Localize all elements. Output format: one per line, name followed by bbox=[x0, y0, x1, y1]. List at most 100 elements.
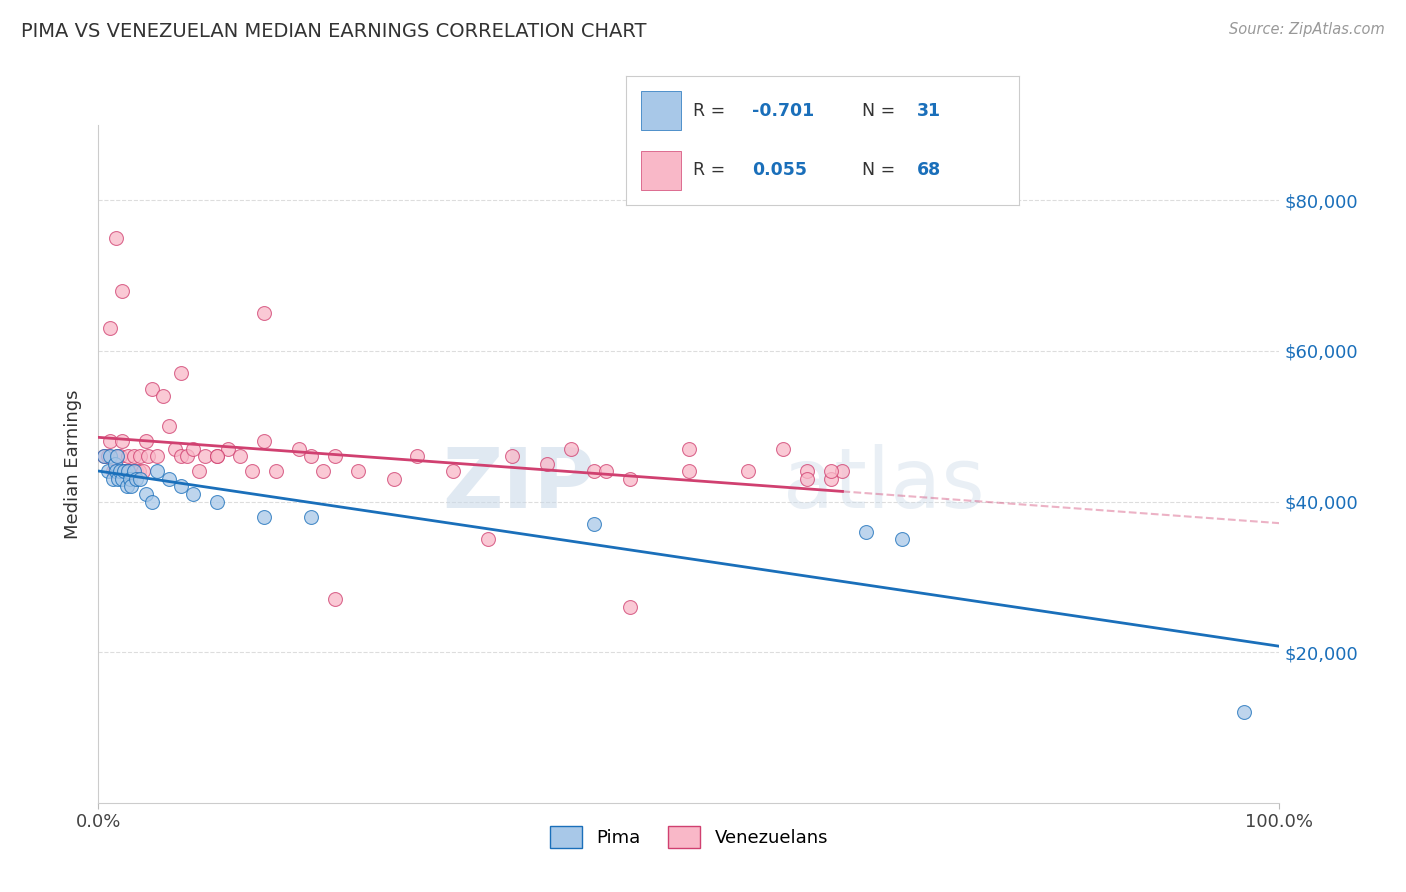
Point bbox=[105, 450, 128, 464]
Point bbox=[831, 464, 853, 478]
Point bbox=[136, 450, 159, 464]
Point bbox=[128, 450, 150, 464]
Point bbox=[253, 306, 276, 320]
Text: atlas: atlas bbox=[783, 443, 986, 524]
Text: 68: 68 bbox=[917, 161, 941, 179]
Point bbox=[205, 450, 228, 464]
Point bbox=[820, 464, 842, 478]
Point bbox=[772, 442, 794, 456]
Point bbox=[229, 450, 252, 464]
Point bbox=[678, 464, 700, 478]
Point bbox=[890, 532, 912, 546]
Point bbox=[253, 509, 276, 524]
Point bbox=[619, 472, 641, 486]
Point bbox=[128, 472, 150, 486]
Point bbox=[122, 450, 145, 464]
Point bbox=[796, 472, 818, 486]
Point bbox=[170, 479, 193, 493]
Text: 0.055: 0.055 bbox=[752, 161, 807, 179]
Point bbox=[157, 419, 180, 434]
Point bbox=[97, 450, 120, 464]
Point bbox=[205, 494, 228, 508]
Point bbox=[97, 464, 120, 478]
Point bbox=[796, 464, 818, 478]
Point bbox=[441, 464, 464, 478]
Point bbox=[128, 464, 150, 478]
Point bbox=[146, 464, 169, 478]
Point bbox=[323, 450, 346, 464]
Point bbox=[111, 434, 134, 449]
Point bbox=[104, 464, 127, 478]
Point bbox=[146, 450, 169, 464]
Point bbox=[583, 464, 606, 478]
Point bbox=[98, 321, 121, 335]
Point bbox=[93, 450, 115, 464]
Point bbox=[121, 479, 143, 493]
Point bbox=[93, 450, 115, 464]
Point bbox=[501, 450, 523, 464]
Point bbox=[312, 464, 335, 478]
Point bbox=[98, 450, 121, 464]
Point bbox=[117, 464, 139, 478]
Point bbox=[619, 599, 641, 614]
Text: Source: ZipAtlas.com: Source: ZipAtlas.com bbox=[1229, 22, 1385, 37]
Point bbox=[181, 487, 204, 501]
Point bbox=[406, 450, 429, 464]
Point bbox=[105, 450, 128, 464]
Point bbox=[176, 450, 198, 464]
Point bbox=[347, 464, 370, 478]
Point bbox=[141, 382, 163, 396]
Point bbox=[112, 464, 135, 478]
Point bbox=[112, 464, 135, 478]
Point bbox=[165, 442, 187, 456]
Point bbox=[820, 472, 842, 486]
Point bbox=[125, 464, 148, 478]
Text: N =: N = bbox=[862, 102, 896, 120]
Point bbox=[108, 464, 131, 478]
Point bbox=[105, 231, 128, 245]
Point bbox=[101, 472, 124, 486]
Point bbox=[187, 464, 209, 478]
Point bbox=[135, 434, 157, 449]
Point bbox=[240, 464, 263, 478]
Point bbox=[536, 457, 558, 471]
Text: ZIP: ZIP bbox=[441, 443, 595, 524]
Point bbox=[1233, 706, 1256, 720]
Point bbox=[737, 464, 759, 478]
Text: -0.701: -0.701 bbox=[752, 102, 814, 120]
Point bbox=[107, 472, 129, 486]
Bar bbox=[641, 151, 681, 190]
Text: PIMA VS VENEZUELAN MEDIAN EARNINGS CORRELATION CHART: PIMA VS VENEZUELAN MEDIAN EARNINGS CORRE… bbox=[21, 22, 647, 41]
Point bbox=[595, 464, 617, 478]
Point bbox=[264, 464, 287, 478]
Point bbox=[217, 442, 239, 456]
Point bbox=[108, 450, 131, 464]
Point bbox=[477, 532, 499, 546]
Point bbox=[152, 389, 174, 403]
Point bbox=[170, 367, 193, 381]
Point bbox=[382, 472, 405, 486]
Point bbox=[323, 592, 346, 607]
Legend: Pima, Venezuelans: Pima, Venezuelans bbox=[543, 818, 835, 855]
Point bbox=[560, 442, 582, 456]
Point bbox=[115, 464, 138, 478]
Point bbox=[120, 472, 142, 486]
Point bbox=[98, 434, 121, 449]
Text: R =: R = bbox=[693, 161, 725, 179]
Point bbox=[122, 464, 145, 478]
Point bbox=[583, 517, 606, 532]
Point bbox=[104, 457, 127, 471]
Point bbox=[105, 464, 128, 478]
Point bbox=[135, 487, 157, 501]
Point bbox=[299, 450, 322, 464]
Point bbox=[194, 450, 217, 464]
Point bbox=[157, 472, 180, 486]
Point bbox=[115, 479, 138, 493]
Point bbox=[121, 464, 143, 478]
Point bbox=[111, 472, 134, 486]
Point bbox=[855, 524, 877, 539]
Point bbox=[170, 450, 193, 464]
Point bbox=[253, 434, 276, 449]
Y-axis label: Median Earnings: Median Earnings bbox=[63, 389, 82, 539]
Point bbox=[205, 450, 228, 464]
